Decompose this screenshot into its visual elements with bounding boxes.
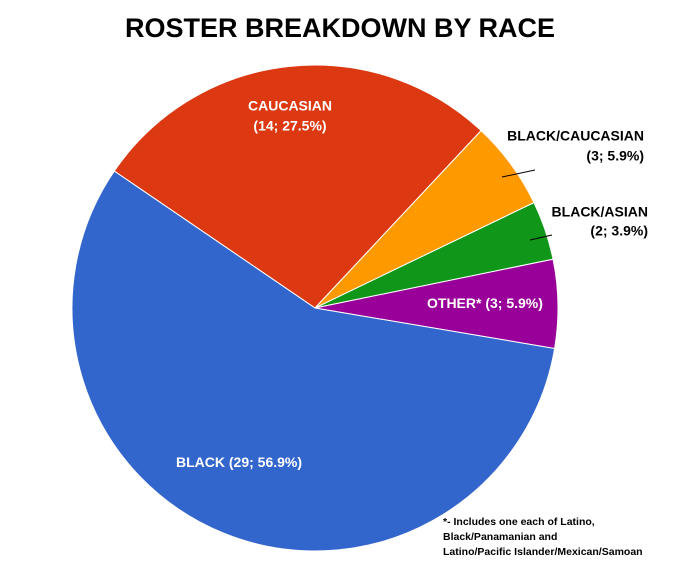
chart-title: ROSTER BREAKDOWN BY RACE	[125, 13, 555, 43]
value-label: (29; 56.9%)	[229, 454, 302, 470]
footnote: *- Includes one each of Latino,	[443, 516, 595, 528]
slice-label: BLACK	[176, 454, 225, 470]
slice-label: BLACK/ASIAN	[552, 204, 648, 220]
footnote: Latino/Pacific Islander/Mexican/Samoan	[443, 546, 643, 558]
slice-label: BLACK/CAUCASIAN	[507, 128, 644, 144]
slice-label-group: OTHER* (3; 5.9%)	[427, 295, 543, 311]
pie-slice	[113, 64, 482, 309]
value-label: (3; 5.9%)	[485, 295, 543, 311]
footnote: Black/Panamanian and	[443, 531, 557, 543]
value-label: (2; 3.9%)	[590, 223, 648, 239]
pie-slice	[71, 170, 556, 552]
value-label: (14; 27.5%)	[253, 118, 326, 134]
value-label: (3; 5.9%)	[586, 148, 644, 164]
slice-label: CAUCASIAN	[248, 98, 332, 114]
slice-label: OTHER*	[427, 295, 482, 311]
slice-label-group: BLACK (29; 56.9%)	[176, 454, 302, 470]
leader-line	[501, 169, 536, 178]
leader-line	[529, 234, 553, 241]
